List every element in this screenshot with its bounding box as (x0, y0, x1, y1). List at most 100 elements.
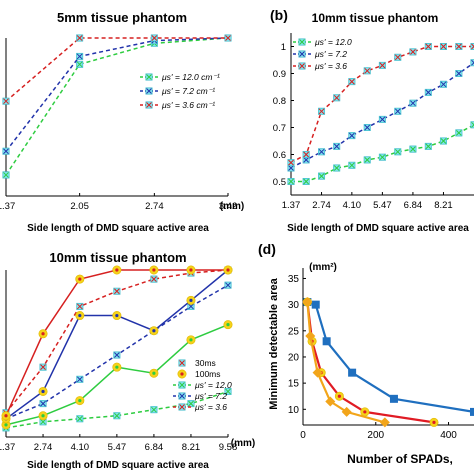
data-point-cross (410, 100, 416, 107)
data-point-center (189, 338, 193, 342)
y-tick-label: 20 (288, 352, 300, 363)
data-point-cross (76, 53, 83, 60)
data-point (305, 331, 316, 342)
x-tick-label: 400 (440, 430, 457, 441)
x-tick-label: 5.47 (373, 200, 392, 211)
data-point-cross (379, 154, 386, 161)
legend-entry-2-label: μs' = 3.6 (194, 402, 227, 412)
legend-entry-0-marker-cross (146, 74, 152, 80)
data-point-center (115, 365, 119, 369)
panel-a-chart: 5mm tissue phantom 1.37 2.05 2.74 3.42 μs' =… (0, 10, 244, 234)
y-tick-label: 0.5 (273, 177, 286, 188)
data-point-center (363, 410, 367, 414)
data-point-cross (76, 376, 83, 383)
x-tick-label: 9.58 (219, 442, 238, 453)
legend-entry-0-marker-cross (299, 39, 305, 45)
x-tick-label: 200 (367, 430, 384, 441)
data-point-center (78, 313, 82, 318)
data-point-center (226, 268, 230, 272)
data-point-cross (318, 148, 325, 155)
data-point (389, 394, 398, 403)
data-point-cross (3, 148, 9, 155)
data-point (311, 300, 320, 309)
x-tick-label: 0 (300, 430, 306, 441)
data-point-cross (333, 143, 340, 150)
legend-entry-0-label: μs' = 12.0 (194, 380, 232, 390)
x-tick-label: 1.37 (0, 201, 15, 212)
data-point-cross (114, 412, 120, 419)
data-point-center (4, 423, 8, 427)
x-tick-label: 2.74 (34, 442, 53, 453)
data-point-center (337, 394, 341, 398)
x-tick-label: 6.84 (404, 200, 423, 211)
legend-entry-1-label: μs' = 7.2 (194, 391, 227, 401)
data-point-cross (188, 303, 194, 310)
data-point-cross (471, 59, 474, 66)
y-tick-label: 1 (281, 42, 286, 53)
data-point-cross (225, 35, 231, 41)
data-point-center (189, 298, 193, 302)
data-point-cross (425, 43, 432, 50)
data-point-cross (303, 157, 310, 163)
y-tick-label: 15 (288, 379, 300, 390)
legend-entry-1-label: μs' = 7.2 cm⁻¹ (161, 86, 215, 96)
panel-d-ylabel: Minimum detectable area (268, 277, 280, 409)
panel-b-chart: (b) 10mm tissue phantom 1.37 2.74 4.10 5.47… (270, 7, 474, 234)
legend-entry-2-marker-cross (146, 102, 152, 108)
data-point-cross (76, 61, 83, 68)
y-tick-label: 10 (288, 405, 300, 416)
legend-marker-dot-center (180, 372, 184, 376)
data-point-cross (440, 81, 447, 88)
data-point-cross (303, 151, 310, 158)
data-point-center (41, 389, 45, 394)
legend-entry-1-marker-cross (179, 393, 185, 399)
legend-entry-0-label: μs' = 12.0 cm⁻¹ (161, 72, 220, 82)
y-tick-label: 30 (288, 300, 300, 311)
legend-entry-1-marker-cross (299, 51, 305, 57)
x-tick-label: 8.21 (182, 442, 201, 453)
data-point-cross (348, 162, 355, 169)
legend-entry-1-label: μs' = 7.2 (314, 49, 347, 59)
data-point-cross (151, 276, 157, 282)
data-point (470, 407, 474, 416)
data-point-cross (440, 43, 447, 50)
data-point-cross (471, 121, 474, 128)
panel-a-xlabel: Side length of DMD square active area (27, 223, 209, 234)
data-point-cross (288, 165, 294, 171)
data-point-center (189, 268, 193, 272)
x-tick-label: 1.37 (0, 442, 15, 453)
data-point (379, 417, 390, 428)
data-point (348, 368, 357, 377)
x-tick-label: 6.84 (145, 442, 164, 453)
data-point-cross (76, 303, 83, 310)
series-line-2 (306, 301, 386, 424)
data-point-center (152, 268, 156, 272)
data-point-center (432, 420, 436, 424)
y-tick-label: 35 (288, 274, 300, 285)
data-point (322, 337, 331, 346)
data-point-cross (151, 406, 157, 413)
data-point-cross (303, 178, 310, 185)
data-point-cross (188, 400, 194, 407)
x-tick-label: 2.05 (70, 201, 89, 212)
data-point-cross (3, 172, 9, 178)
data-point-cross (151, 35, 158, 41)
data-point-cross (348, 132, 355, 139)
series-line-0 (5, 37, 229, 176)
legend-entry-2-label: μs' = 3.6 cm⁻¹ (161, 100, 215, 110)
data-point-cross (348, 78, 355, 85)
x-tick-label: 2.74 (312, 200, 331, 211)
data-point (325, 396, 336, 407)
data-point-cross (333, 94, 340, 101)
data-point-cross (40, 400, 46, 407)
x-tick-label: 4.10 (71, 442, 90, 453)
data-point-cross (288, 159, 294, 166)
data-point-cross (364, 124, 371, 131)
legend-label: 30ms (195, 358, 216, 368)
data-point-cross (379, 62, 386, 69)
data-point-cross (379, 116, 386, 123)
legend-entry-1-marker-cross (146, 88, 152, 94)
data-point-center (78, 398, 82, 403)
panel-d-y-unit: (mm²) (309, 262, 337, 273)
data-point-center (41, 332, 45, 336)
